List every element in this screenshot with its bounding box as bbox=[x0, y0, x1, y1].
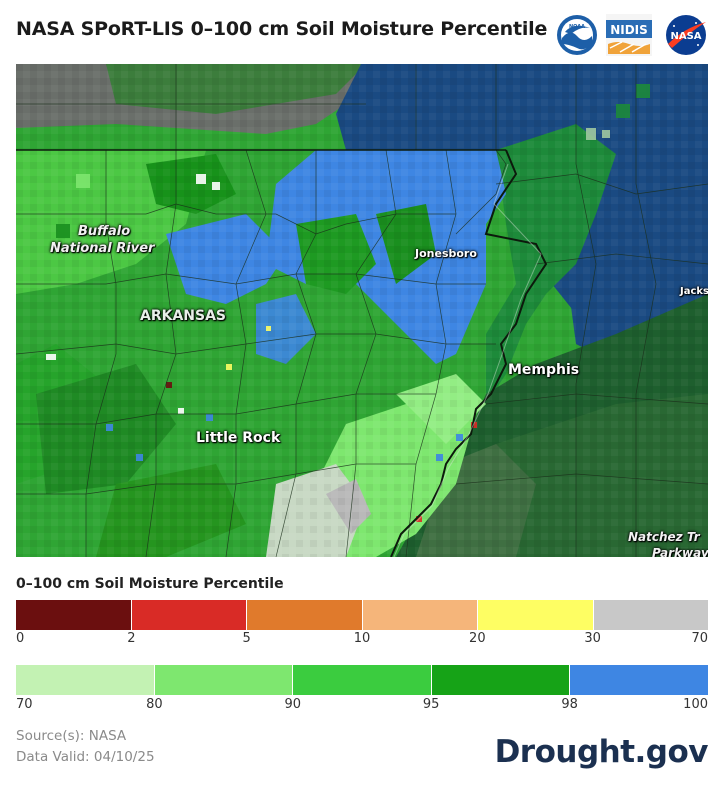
legend-swatch bbox=[247, 600, 363, 630]
legend-swatch bbox=[131, 600, 247, 630]
legend-tick-label: 70 bbox=[691, 631, 708, 646]
source-info: Source(s): NASA Data Valid: 04/10/25 bbox=[16, 726, 155, 768]
legend-tick-label: 5 bbox=[242, 631, 251, 646]
legend-tick-label: 70 bbox=[16, 697, 33, 712]
map-label-jonesboro: Jonesboro bbox=[415, 247, 477, 260]
soil-moisture-map[interactable]: Buffalo National River ARKANSAS Jonesbor… bbox=[16, 64, 708, 557]
legend-tick-label: 80 bbox=[146, 697, 163, 712]
legend-title: 0–100 cm Soil Moisture Percentile bbox=[16, 576, 284, 592]
legend-ticks-low: 0 2 5 10 20 30 70 bbox=[16, 631, 708, 649]
map-label-national-river: National River bbox=[50, 241, 155, 256]
svg-text:NOAA: NOAA bbox=[569, 24, 585, 30]
map-label-arkansas: ARKANSAS bbox=[140, 308, 227, 324]
map-label-memphis: Memphis bbox=[508, 362, 580, 378]
legend-swatch bbox=[593, 600, 708, 630]
legend-swatch bbox=[16, 600, 132, 630]
map-label-little-rock: Little Rock bbox=[196, 430, 281, 446]
svg-text:NASA: NASA bbox=[670, 31, 701, 42]
legend-tick-label: 98 bbox=[561, 697, 578, 712]
map-label-buffalo: Buffalo bbox=[78, 224, 131, 239]
legend-swatch bbox=[154, 665, 294, 695]
legend-tick-label: 95 bbox=[422, 697, 440, 712]
svg-text:NIDIS: NIDIS bbox=[610, 23, 648, 37]
map-label-natchez: Natchez Tr bbox=[628, 530, 700, 544]
map-raster bbox=[16, 64, 708, 557]
legend-swatch bbox=[478, 600, 594, 630]
legend-swatch bbox=[362, 600, 478, 630]
nidis-logo: NIDIS bbox=[606, 14, 652, 56]
legend-swatch bbox=[293, 665, 432, 695]
legend-tick-label: 0 bbox=[16, 631, 25, 646]
legend-swatch bbox=[431, 665, 571, 695]
legend-swatch bbox=[570, 665, 708, 695]
map-label-parkway: Parkway bbox=[652, 546, 708, 557]
map-label-jackson: Jacks bbox=[680, 286, 708, 297]
nasa-logo: NASA bbox=[666, 15, 706, 55]
data-valid-text: Data Valid: 04/10/25 bbox=[16, 749, 155, 765]
legend-tick-label: 30 bbox=[584, 631, 601, 646]
brand-wordmark[interactable]: Drought.gov bbox=[494, 734, 709, 770]
legend-tick-label: 100 bbox=[683, 697, 708, 712]
page-title: NASA SPoRT-LIS 0–100 cm Soil Moisture Pe… bbox=[16, 18, 548, 40]
legend-tick-label: 10 bbox=[353, 631, 371, 646]
legend-ticks-high: 70 80 90 95 98 100 bbox=[16, 697, 708, 715]
logo-group: NOAA NIDIS NASA bbox=[556, 14, 712, 58]
legend-swatch bbox=[16, 665, 155, 695]
source-text: Source(s): NASA bbox=[16, 728, 127, 744]
legend-bar-low bbox=[16, 600, 708, 630]
legend-tick-label: 2 bbox=[127, 631, 136, 646]
legend-bar-high bbox=[16, 665, 708, 695]
noaa-logo: NOAA bbox=[557, 15, 597, 55]
legend-tick-label: 20 bbox=[469, 631, 486, 646]
legend-tick-label: 90 bbox=[284, 697, 302, 712]
